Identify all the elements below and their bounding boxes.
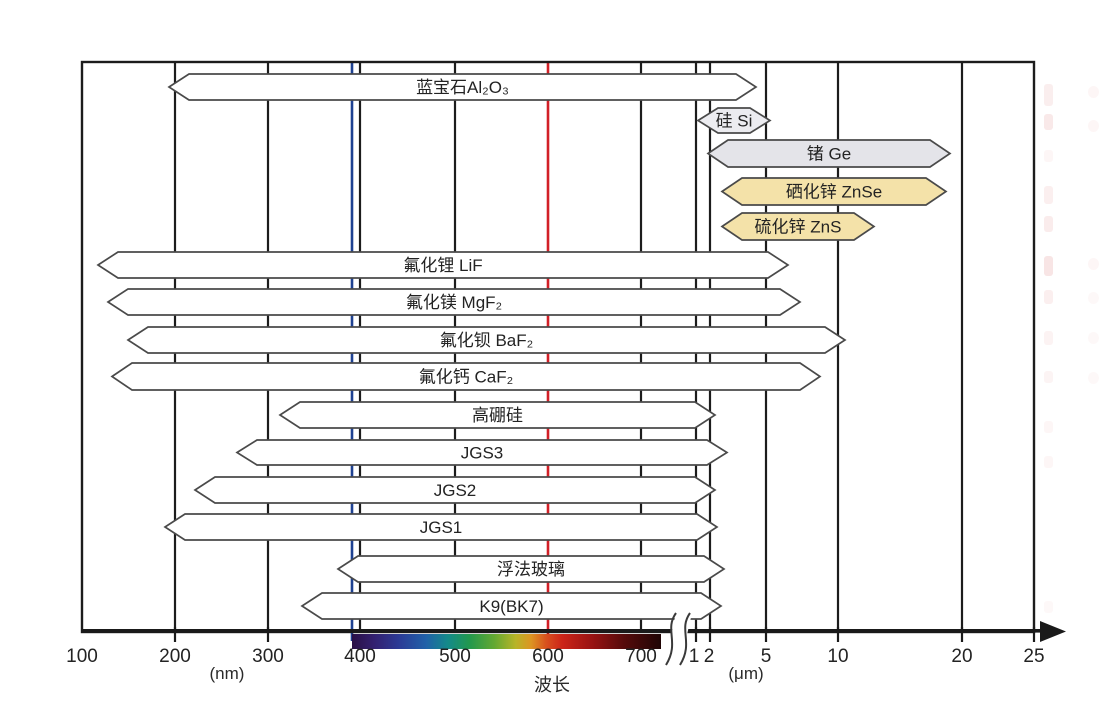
axis-break-squiggle-icon xyxy=(665,612,677,666)
material-bar-znse xyxy=(720,177,948,206)
tick-label-20: 20 xyxy=(951,646,972,667)
material-bar-float-glass xyxy=(336,555,726,583)
material-label-float-glass: 浮法玻璃 xyxy=(497,560,565,579)
tick-label-400: 400 xyxy=(344,646,376,667)
material-bar-zns xyxy=(720,212,876,241)
material-bar-jgs2 xyxy=(193,476,717,504)
tick-label-700: 700 xyxy=(625,646,657,667)
material-label-znse: 硒化锌 ZnSe xyxy=(786,183,882,202)
material-label-lif: 氟化锂 LiF xyxy=(403,256,482,275)
material-label-zns: 硫化锌 ZnS xyxy=(755,218,842,237)
visible-spectrum-strip xyxy=(352,634,661,649)
material-bar-k9-bk7 xyxy=(300,592,723,620)
material-bar-germanium xyxy=(706,139,952,168)
material-label-borosilicate: 高硼硅 xyxy=(472,406,523,425)
material-bar-silicon xyxy=(696,107,772,134)
tick-label-100: 100 xyxy=(66,646,98,667)
x-axis-arrow-icon xyxy=(1040,621,1066,642)
material-bar-borosilicate xyxy=(278,401,717,429)
material-bar-sapphire xyxy=(167,73,758,101)
material-label-germanium: 锗 Ge xyxy=(807,145,851,164)
nm-unit-label: (nm) xyxy=(209,664,245,683)
tick-label-500: 500 xyxy=(439,646,471,667)
material-bar-jgs1 xyxy=(163,513,719,541)
tick-label-200: 200 xyxy=(159,646,191,667)
material-label-baf2: 氟化钡 BaF₂ xyxy=(440,331,534,350)
tick-label-600: 600 xyxy=(532,646,564,667)
material-label-caf2: 氟化钙 CaF₂ xyxy=(419,368,513,387)
material-label-jgs3: JGS3 xyxy=(461,444,504,463)
tick-label-10: 10 xyxy=(827,646,848,667)
material-label-mgf2: 氟化镁 MgF₂ xyxy=(406,293,502,312)
material-bar-caf2 xyxy=(110,362,822,391)
tick-label-1: 1 xyxy=(689,646,700,667)
material-label-k9-bk7: K9(BK7) xyxy=(479,597,543,616)
material-label-silicon: 硅 Si xyxy=(716,112,753,131)
material-bar-mgf2 xyxy=(106,288,802,316)
material-bar-baf2 xyxy=(126,326,847,354)
tick-label-2: 2 xyxy=(704,646,715,667)
um-unit-label: (μm) xyxy=(728,664,764,683)
tick-label-25: 25 xyxy=(1023,646,1044,667)
material-bar-lif xyxy=(96,251,790,279)
tick-label-300: 300 xyxy=(252,646,284,667)
material-label-jgs2: JGS2 xyxy=(434,481,477,500)
material-label-sapphire: 蓝宝石Al₂O₃ xyxy=(416,78,509,97)
material-bar-jgs3 xyxy=(235,439,729,466)
axis-break-squiggle-icon xyxy=(679,612,691,666)
material-label-jgs1: JGS1 xyxy=(420,518,463,537)
x-axis-line xyxy=(81,629,1040,633)
x-axis-title: 波长 xyxy=(534,675,570,695)
tick-label-5: 5 xyxy=(761,646,772,667)
